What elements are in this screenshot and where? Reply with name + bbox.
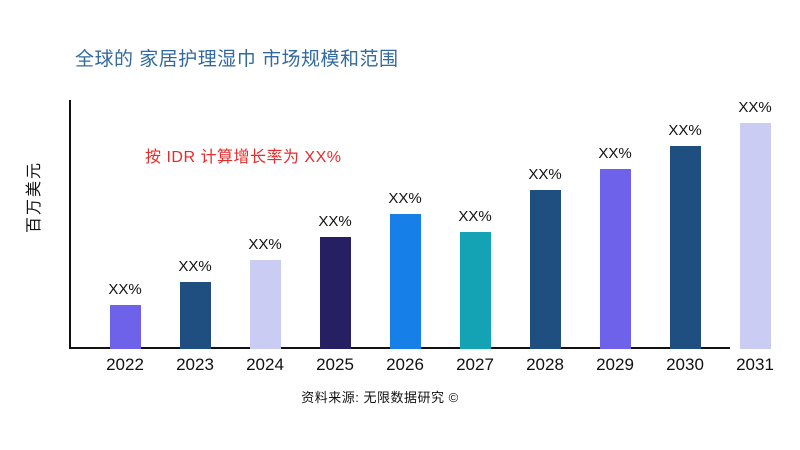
bar-2026 (389, 214, 421, 349)
bar-value-label-2025: XX% (318, 213, 352, 230)
y-axis-label: 百万美元 (26, 161, 43, 234)
bar-2027 (459, 232, 491, 349)
bar-2025 (319, 237, 351, 349)
bar-value-label-2028: XX% (528, 166, 562, 183)
x-axis-tick-label-2023: 2023 (176, 355, 214, 374)
x-axis-tick-label-2025: 2025 (316, 355, 354, 374)
source-note: 资料来源: 无限数据研究 © (301, 390, 459, 405)
bar-value-label-2029: XX% (598, 145, 632, 162)
x-axis-tick-label-2028: 2028 (526, 355, 564, 374)
bar-2024 (249, 260, 281, 349)
x-axis-tick-label-2031: 2031 (736, 355, 774, 374)
bar-value-label-2026: XX% (388, 190, 422, 207)
x-axis-tick-label-2030: 2030 (666, 355, 704, 374)
bar-2031 (739, 123, 771, 349)
bar-2028 (529, 190, 561, 349)
x-axis-tick-label-2027: 2027 (456, 355, 494, 374)
bar-value-label-2023: XX% (178, 258, 212, 275)
x-axis-tick-label-2022: 2022 (106, 355, 144, 374)
bar-value-label-2030: XX% (668, 122, 702, 139)
x-axis-tick-label-2024: 2024 (246, 355, 284, 374)
bar-value-label-2027: XX% (458, 208, 492, 225)
bar-value-label-2022: XX% (108, 281, 142, 298)
x-axis-tick-label-2026: 2026 (386, 355, 424, 374)
bar-value-label-2024: XX% (248, 236, 282, 253)
bar-2030 (669, 146, 701, 349)
bar-2022 (109, 305, 141, 349)
growth-annotation: 按 IDR 计算增长率为 XX% (145, 149, 342, 166)
chart-title: 全球的 家居护理湿巾 市场规模和范围 (75, 49, 399, 70)
bar-value-label-2031: XX% (738, 99, 772, 116)
bar-2029 (599, 169, 631, 349)
x-axis-tick-label-2029: 2029 (596, 355, 634, 374)
y-axis-line (69, 100, 71, 349)
bar-2023 (179, 282, 211, 349)
